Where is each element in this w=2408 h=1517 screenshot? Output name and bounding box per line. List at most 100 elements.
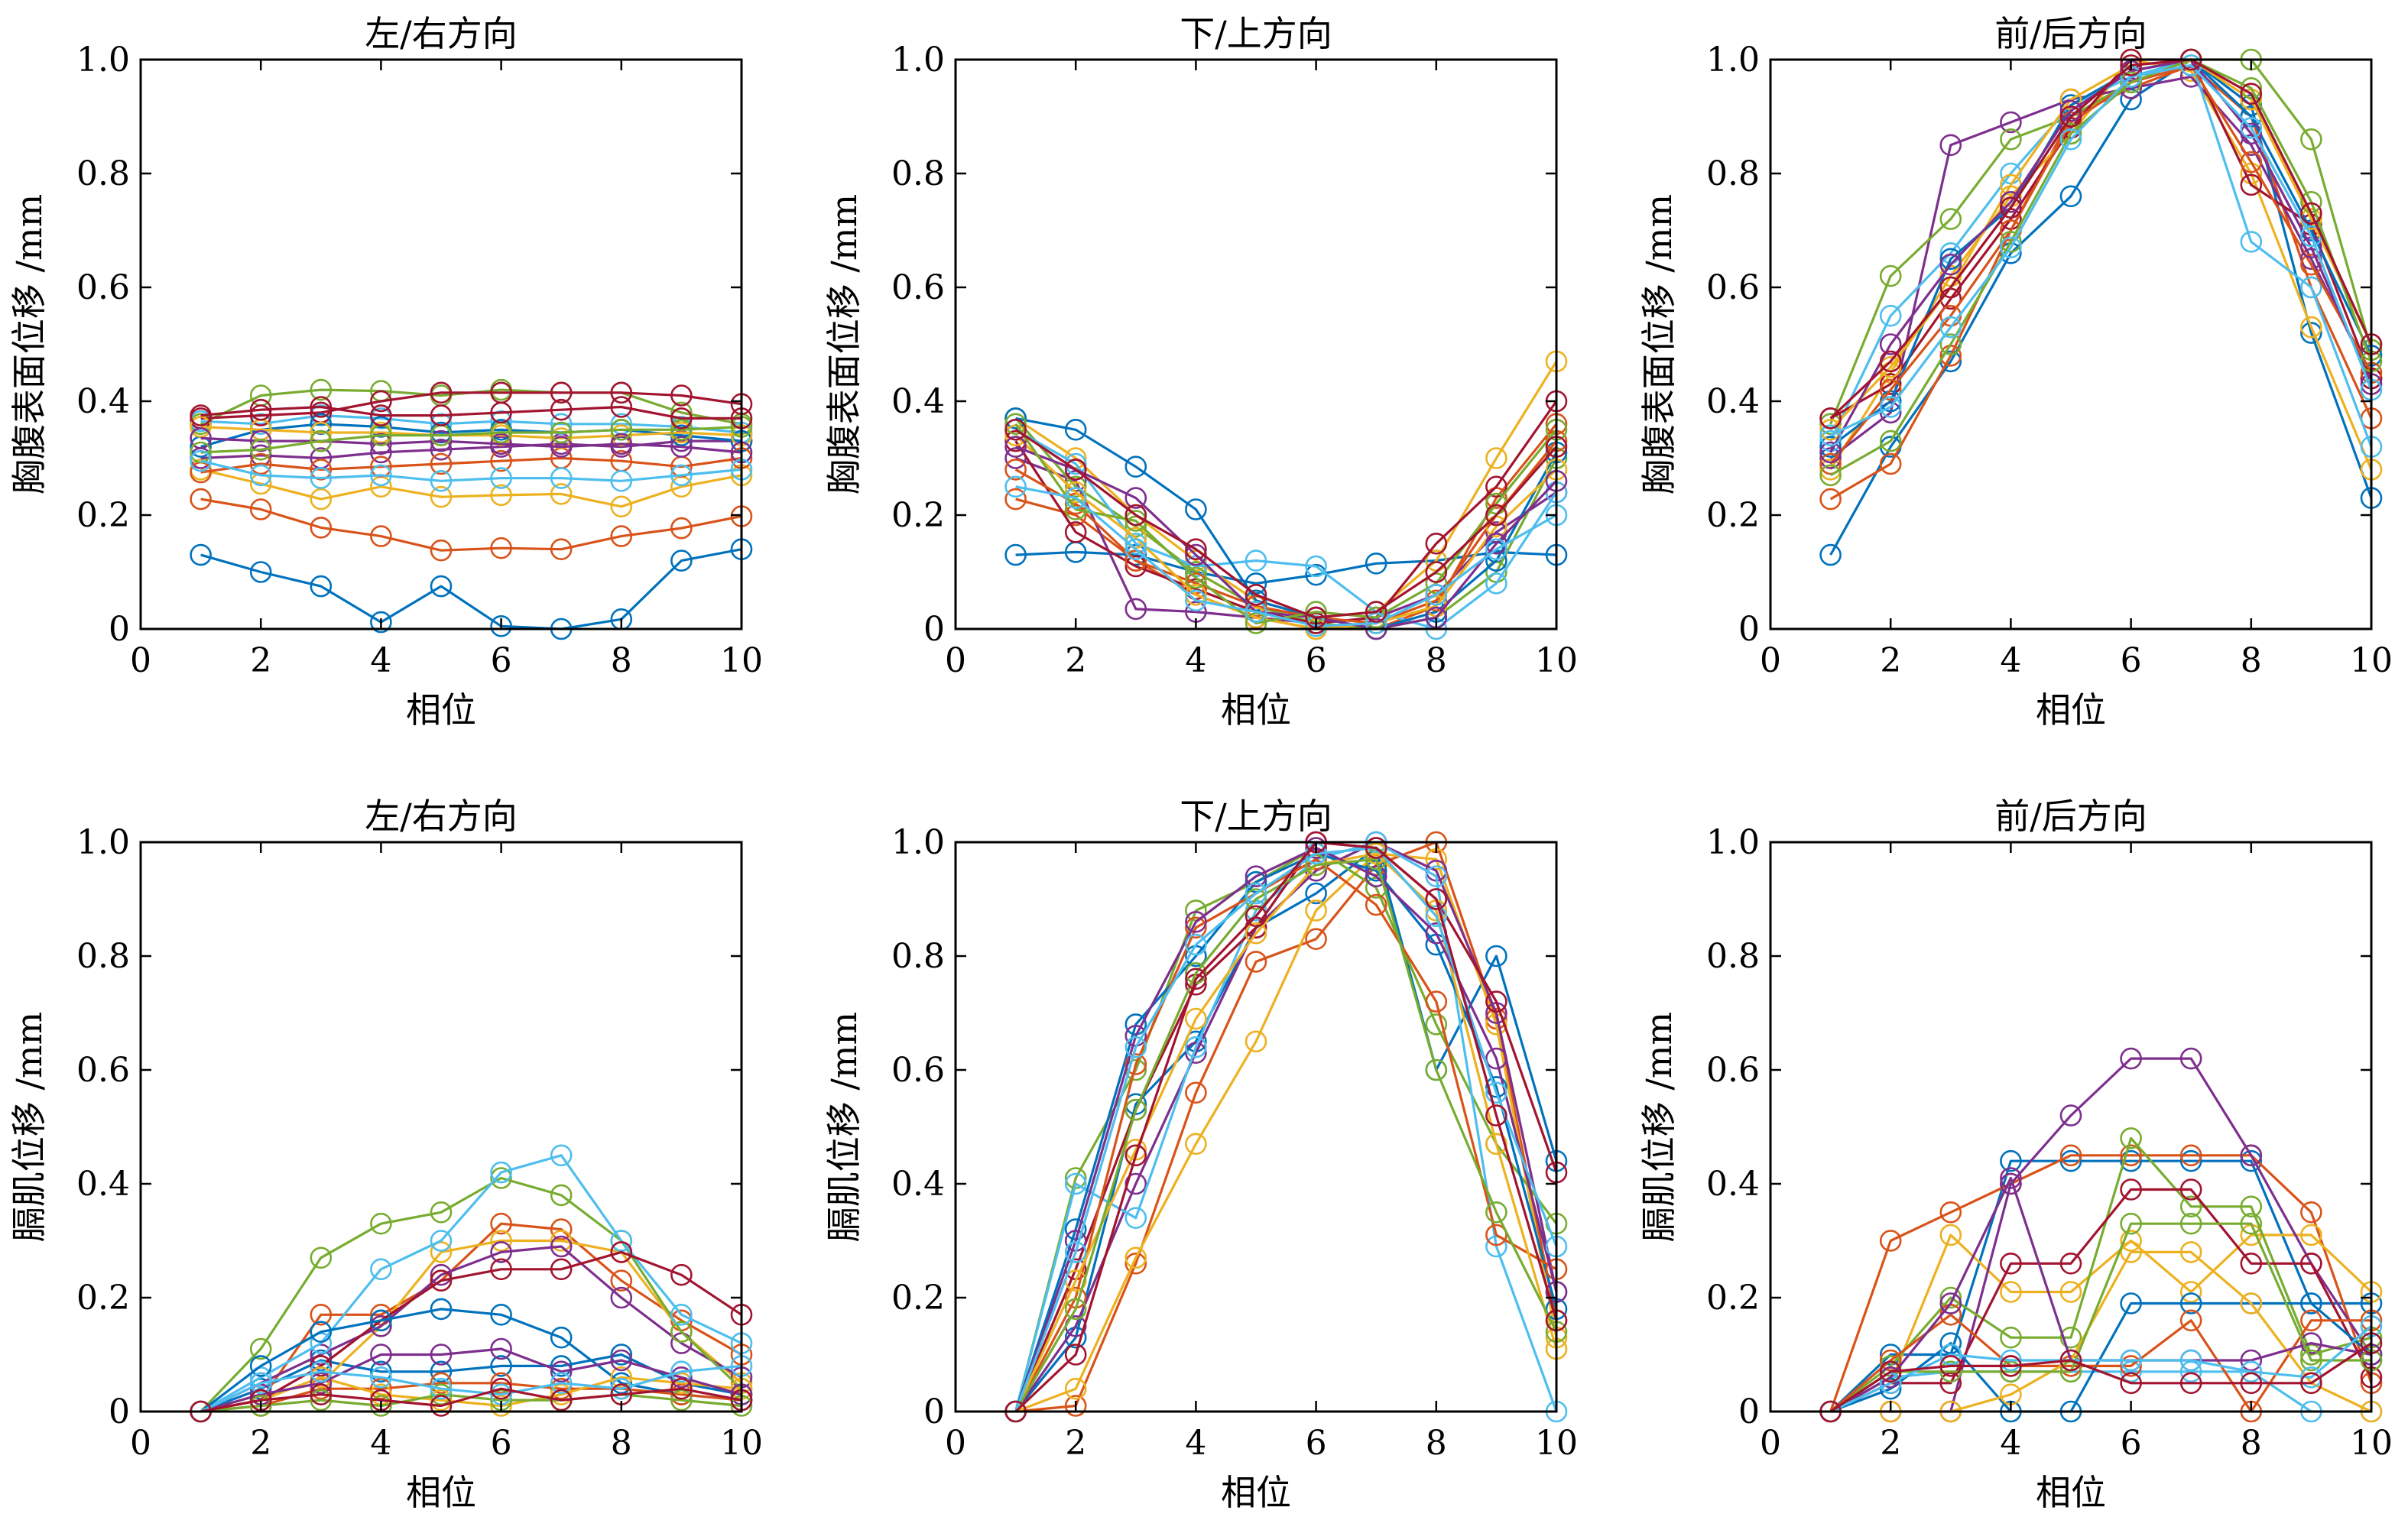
data-point: [370, 1212, 392, 1235]
data-point: [610, 1366, 633, 1389]
data-point: [310, 1360, 333, 1383]
data-point: [2240, 1212, 2263, 1235]
data-point: [1939, 253, 1962, 276]
x-tick-label: 10: [720, 641, 763, 680]
data-point: [2240, 151, 2263, 173]
data-point: [310, 1383, 333, 1405]
series-line: [200, 548, 742, 630]
data-point: [1064, 475, 1087, 498]
data-point: [1185, 561, 1207, 583]
series-line: [1014, 846, 1558, 1412]
y-tick-label: 0.6: [76, 1051, 130, 1090]
x-tick-label: 2: [1065, 1424, 1086, 1463]
data-point: [249, 413, 272, 436]
data-point: [1185, 1007, 1207, 1030]
data-point: [1185, 1133, 1207, 1156]
y-tick-label: 0.6: [1706, 268, 1760, 307]
data-point: [2059, 105, 2082, 128]
y-tick-label: 1.0: [76, 41, 130, 79]
data-point: [1185, 911, 1207, 933]
data-point: [1004, 413, 1027, 436]
y-axis-label: 胸腹表面位移 /mm: [1638, 194, 1679, 494]
data-point: [610, 1344, 633, 1366]
data-point: [1365, 552, 1387, 575]
series-line: [1829, 58, 2373, 448]
data-point: [2059, 1281, 2082, 1303]
data-point: [430, 539, 453, 562]
data-point: [1185, 538, 1207, 561]
data-point: [550, 1184, 573, 1207]
data-point: [2240, 1292, 2263, 1314]
data-point: [310, 1355, 333, 1377]
data-point: [550, 1377, 573, 1400]
y-tick-label: 1.0: [1706, 41, 1760, 79]
data-point: [2000, 111, 2022, 134]
series-line: [200, 1387, 742, 1413]
data-point: [1124, 543, 1147, 566]
data-point: [2000, 128, 2022, 151]
data-point: [249, 464, 272, 487]
data-point: [670, 436, 693, 458]
data-point: [1819, 413, 1842, 436]
data-point: [249, 398, 272, 421]
data-point: [2120, 1241, 2142, 1263]
data-point: [1425, 888, 1448, 910]
data-point: [610, 396, 633, 418]
data-point: [490, 536, 512, 559]
data-point: [1425, 905, 1448, 928]
data-point: [1485, 538, 1507, 561]
y-tick-label: 0.4: [891, 382, 945, 421]
y-axis-label: 膈肌位移 /mm: [823, 1012, 865, 1242]
series-line: [200, 425, 742, 454]
data-point: [2120, 1355, 2142, 1377]
data-point: [1485, 1076, 1507, 1098]
series-line: [200, 1154, 742, 1413]
data-point: [2120, 54, 2142, 76]
data-point: [1064, 1344, 1087, 1366]
data-point: [2120, 1360, 2142, 1383]
data-point: [1485, 1081, 1507, 1104]
data-point: [490, 467, 512, 489]
data-point: [670, 1321, 693, 1343]
x-tick-label: 4: [2000, 641, 2021, 680]
series-line: [200, 425, 742, 440]
data-point: [1879, 304, 1902, 327]
data-point: [2059, 1326, 2082, 1349]
data-point: [1185, 543, 1207, 566]
data-point: [370, 1258, 392, 1281]
data-point: [1124, 1246, 1147, 1269]
data-point: [370, 525, 392, 547]
data-point: [2059, 1104, 2082, 1126]
data-point: [190, 449, 212, 472]
x-tick-label: 0: [945, 1424, 966, 1463]
y-tick-label: 0.4: [1706, 1165, 1760, 1204]
data-point: [1879, 1360, 1902, 1383]
data-point: [430, 1263, 453, 1286]
data-point: [1124, 1036, 1147, 1058]
x-tick-label: 0: [945, 641, 966, 680]
data-point: [490, 401, 512, 424]
data-point: [2120, 1292, 2142, 1314]
data-point: [550, 1144, 573, 1167]
y-tick-label: 0.8: [76, 937, 130, 976]
data-point: [670, 418, 693, 441]
data-point: [2179, 1212, 2202, 1235]
data-point: [2000, 1360, 2022, 1383]
data-point: [2000, 1253, 2022, 1275]
data-point: [430, 1298, 453, 1321]
series-line: [1829, 58, 2373, 425]
data-point: [2000, 1172, 2022, 1195]
data-point: [310, 378, 333, 401]
data-point: [1245, 595, 1267, 617]
data-point: [430, 381, 453, 404]
x-tick-label: 8: [1426, 1424, 1447, 1463]
data-point: [1879, 355, 1902, 378]
data-point: [1064, 1241, 1087, 1263]
y-tick-label: 0.2: [76, 1279, 130, 1318]
data-point: [1245, 549, 1267, 572]
data-point: [2120, 1149, 2142, 1172]
data-point: [2300, 1309, 2322, 1332]
data-point: [1819, 452, 1842, 475]
y-tick-label: 0: [923, 610, 945, 649]
data-point: [2240, 1372, 2263, 1395]
